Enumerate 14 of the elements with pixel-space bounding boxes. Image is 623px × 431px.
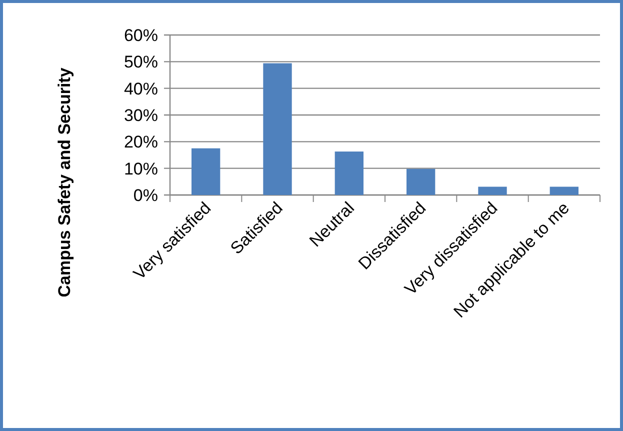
y-tick-label: 50%: [124, 52, 158, 72]
y-tick-label: 0%: [133, 186, 158, 205]
bar: [263, 63, 292, 195]
y-tick-label: 10%: [124, 159, 158, 178]
y-tick-label: 60%: [124, 26, 158, 45]
bar: [334, 152, 364, 195]
y-tick-label: 40%: [124, 79, 158, 98]
bar: [406, 168, 436, 195]
bar: [550, 186, 578, 195]
bar: [192, 148, 220, 195]
y-axis-title: Campus Safety and Security: [55, 67, 74, 298]
y-tick-label: 30%: [124, 106, 158, 125]
bar: [478, 186, 507, 195]
y-tick-label: 20%: [124, 132, 158, 152]
